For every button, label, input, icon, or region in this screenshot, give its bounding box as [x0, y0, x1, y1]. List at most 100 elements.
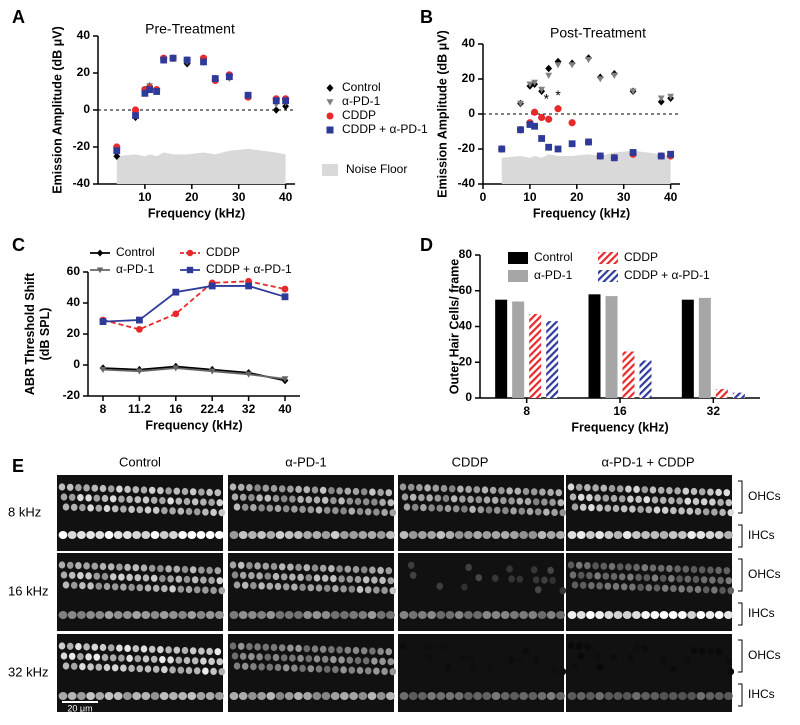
cell	[238, 531, 248, 539]
cell	[696, 611, 706, 619]
cell	[482, 692, 492, 700]
cell	[567, 483, 575, 491]
cell	[274, 504, 282, 513]
legend-label: CDDP + α-PD-1	[624, 268, 710, 282]
cell	[467, 495, 474, 503]
cell	[508, 575, 515, 583]
cell	[257, 692, 266, 700]
cell	[364, 586, 372, 594]
cell	[461, 583, 468, 591]
cell	[328, 487, 335, 495]
marker	[667, 93, 675, 100]
x-tick-label: 40	[664, 190, 678, 204]
cell	[187, 531, 197, 539]
cell	[266, 531, 276, 539]
cell	[643, 496, 651, 504]
bar	[698, 297, 711, 398]
cell	[362, 576, 370, 584]
y-tick-label: 60	[67, 264, 81, 278]
cell	[109, 495, 117, 503]
bracket	[738, 558, 743, 592]
cell	[557, 499, 565, 507]
cell	[543, 508, 550, 516]
cell	[134, 496, 142, 504]
cell	[198, 566, 205, 574]
legend-label: Control	[534, 250, 573, 264]
cell	[686, 507, 694, 515]
cell	[489, 486, 497, 494]
cell	[696, 692, 706, 700]
cell	[159, 656, 166, 664]
marker	[96, 267, 104, 274]
marker	[272, 97, 280, 105]
cell	[407, 561, 415, 569]
cell	[653, 506, 661, 514]
cell	[610, 653, 618, 662]
bar	[529, 313, 542, 398]
cell	[622, 692, 632, 700]
cell	[657, 486, 665, 494]
cell	[616, 563, 624, 571]
cell	[436, 504, 444, 512]
cell	[120, 505, 127, 513]
cell	[175, 656, 183, 664]
cell	[254, 484, 261, 492]
cell	[369, 566, 376, 574]
cell	[136, 584, 144, 592]
micrograph	[57, 553, 226, 631]
cell	[338, 656, 345, 664]
cell	[75, 643, 82, 651]
cell	[684, 497, 692, 505]
cell	[169, 666, 176, 674]
cell	[346, 656, 354, 664]
legend-swatch	[508, 270, 528, 282]
region-label: OHCs	[748, 489, 781, 503]
cell	[641, 564, 649, 572]
cell	[692, 575, 700, 584]
cell	[231, 571, 239, 579]
cell	[385, 489, 393, 497]
cell	[272, 572, 280, 581]
cell	[113, 531, 123, 539]
cell	[239, 571, 247, 579]
cell	[167, 497, 174, 505]
cell	[91, 562, 99, 570]
cell	[510, 507, 517, 515]
cell	[58, 531, 68, 539]
cell	[579, 581, 587, 589]
legend-label: Control	[342, 80, 381, 94]
cell	[387, 577, 395, 585]
cell	[620, 583, 628, 591]
region-label: OHCs	[748, 567, 781, 581]
cell	[332, 507, 339, 515]
bracket	[738, 639, 743, 673]
cell	[602, 572, 610, 580]
cell	[537, 531, 547, 539]
cell	[321, 655, 329, 663]
cell	[248, 572, 255, 580]
cell	[307, 665, 315, 673]
cell	[454, 611, 464, 619]
cell	[469, 664, 476, 673]
cell	[272, 653, 280, 662]
cell	[571, 662, 579, 670]
cell	[602, 494, 610, 502]
cell	[528, 611, 538, 619]
cell	[215, 692, 224, 700]
cell	[530, 566, 538, 574]
cell	[303, 692, 312, 700]
marker	[517, 126, 524, 134]
cell	[229, 483, 237, 491]
cell	[537, 611, 547, 619]
cell	[264, 653, 272, 661]
cell	[278, 644, 286, 652]
cell	[148, 645, 156, 653]
column-title: Control	[119, 454, 161, 469]
cell	[651, 574, 659, 582]
x-tick-label: 20	[185, 190, 199, 204]
marker	[172, 365, 180, 372]
row-label: 16 kHz	[8, 583, 48, 598]
cell	[275, 692, 285, 700]
cell	[305, 655, 313, 663]
